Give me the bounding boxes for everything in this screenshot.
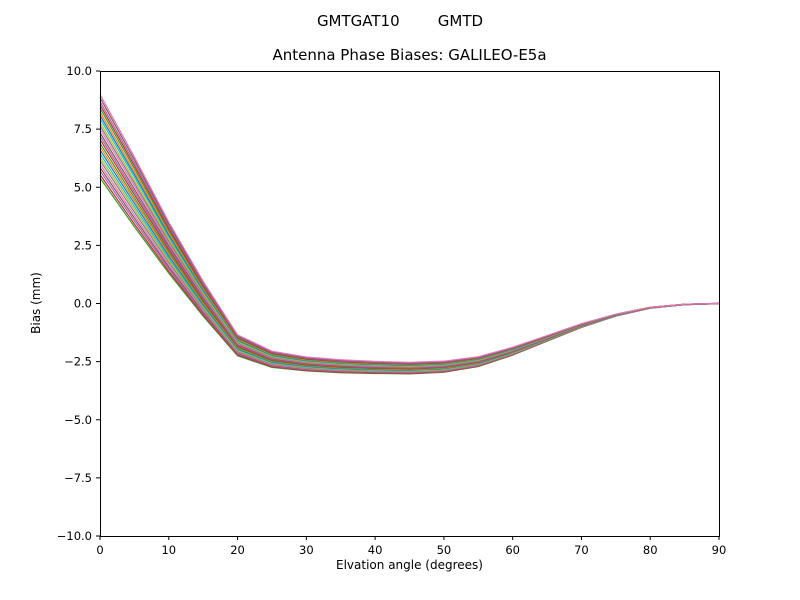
y-tick-label: 7.5 bbox=[74, 122, 92, 136]
axes-title: Antenna Phase Biases: GALILEO-E5a bbox=[272, 46, 547, 64]
curve-line bbox=[99, 128, 720, 368]
x-tick-label: 20 bbox=[230, 543, 245, 557]
curve-line bbox=[99, 101, 720, 364]
x-tick-label: 10 bbox=[161, 543, 176, 557]
y-tick-label: 5.0 bbox=[74, 180, 92, 194]
curve-line bbox=[99, 153, 720, 372]
curve-line bbox=[99, 118, 720, 367]
y-tick-label: 0.0 bbox=[74, 297, 92, 311]
y-tick-label: −10.0 bbox=[57, 529, 92, 543]
y-tick-label: 2.5 bbox=[74, 238, 92, 252]
x-axis-label: Elvation angle (degrees) bbox=[336, 558, 483, 572]
x-tick-label: 40 bbox=[368, 543, 383, 557]
curve-line bbox=[99, 104, 720, 365]
y-tick-label: −5.0 bbox=[64, 413, 92, 427]
x-tick-label: 90 bbox=[712, 543, 727, 557]
curve-line bbox=[99, 93, 720, 363]
curve-line bbox=[99, 142, 720, 370]
curve-line bbox=[99, 121, 720, 367]
curve-line bbox=[99, 114, 720, 366]
curve-line bbox=[99, 125, 720, 368]
curve-line bbox=[99, 135, 720, 369]
figure-suptitle: GMTGAT10 GMTD bbox=[316, 12, 484, 30]
x-tick-label: 50 bbox=[437, 543, 452, 557]
x-tick-label: 30 bbox=[299, 543, 314, 557]
y-tick-label: 10.0 bbox=[66, 64, 92, 78]
curve-line bbox=[99, 146, 720, 371]
curve-line bbox=[99, 149, 720, 371]
x-tick-label: 0 bbox=[96, 543, 103, 557]
x-tick-label: 70 bbox=[574, 543, 589, 557]
curve-line bbox=[99, 132, 720, 369]
y-tick-label: −2.5 bbox=[64, 355, 92, 369]
curve-line bbox=[99, 107, 720, 365]
y-tick-label: −7.5 bbox=[64, 471, 92, 485]
curve-line bbox=[99, 97, 720, 364]
x-tick-label: 60 bbox=[505, 543, 520, 557]
curve-line bbox=[99, 111, 720, 366]
x-tick-label: 80 bbox=[643, 543, 658, 557]
axes-spine bbox=[100, 71, 720, 537]
curve-line bbox=[99, 139, 720, 370]
